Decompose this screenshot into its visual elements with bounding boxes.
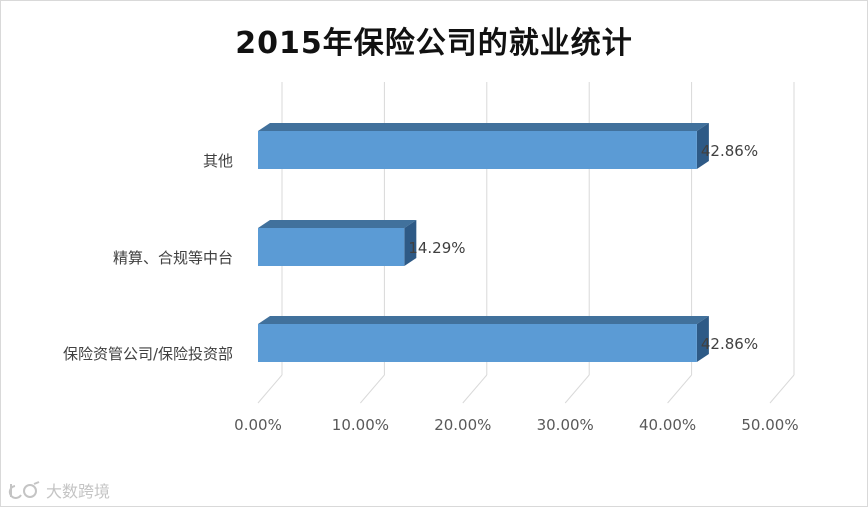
floor-gridline (462, 374, 488, 404)
bars (258, 123, 709, 362)
bar (258, 131, 697, 169)
data-label: 42.86% (701, 335, 758, 353)
floor-gridline (769, 374, 795, 404)
floor-gridline (360, 374, 385, 404)
bar-side-face (404, 220, 417, 266)
bar-top-face (258, 220, 417, 228)
watermark-logo-icon (8, 481, 40, 499)
bar-top-face (258, 123, 709, 131)
x-tick-label: 50.00% (741, 416, 798, 434)
bar-side-face (696, 316, 709, 362)
x-tick-label: 40.00% (639, 416, 696, 434)
bar (258, 228, 405, 266)
x-tick-label: 20.00% (434, 416, 491, 434)
labels: 0.00% 10.00% 20.00% 30.00% 40.00% 50.00% 42.86… (63, 142, 799, 434)
x-tick-label: 30.00% (537, 416, 594, 434)
category-label: 精算、合规等中台 (113, 249, 233, 267)
floor-gridline (564, 374, 590, 404)
category-label: 其他 (203, 152, 233, 170)
bar-top-face (258, 316, 709, 324)
watermark: 大数跨境 (8, 478, 110, 502)
data-label: 14.29% (408, 239, 465, 257)
category-label: 保险资管公司/保险投资部 (63, 345, 233, 363)
floor-gridline (257, 374, 283, 404)
floor-gridline (667, 374, 692, 404)
bar-side-face (696, 123, 709, 169)
watermark-text: 大数跨境 (46, 482, 111, 501)
data-label: 42.86% (701, 142, 758, 160)
bar (258, 324, 697, 362)
x-tick-label: 0.00% (234, 416, 282, 434)
chart-title: 2015年保险公司的就业统计 (235, 26, 633, 61)
x-tick-label: 10.00% (332, 416, 389, 434)
